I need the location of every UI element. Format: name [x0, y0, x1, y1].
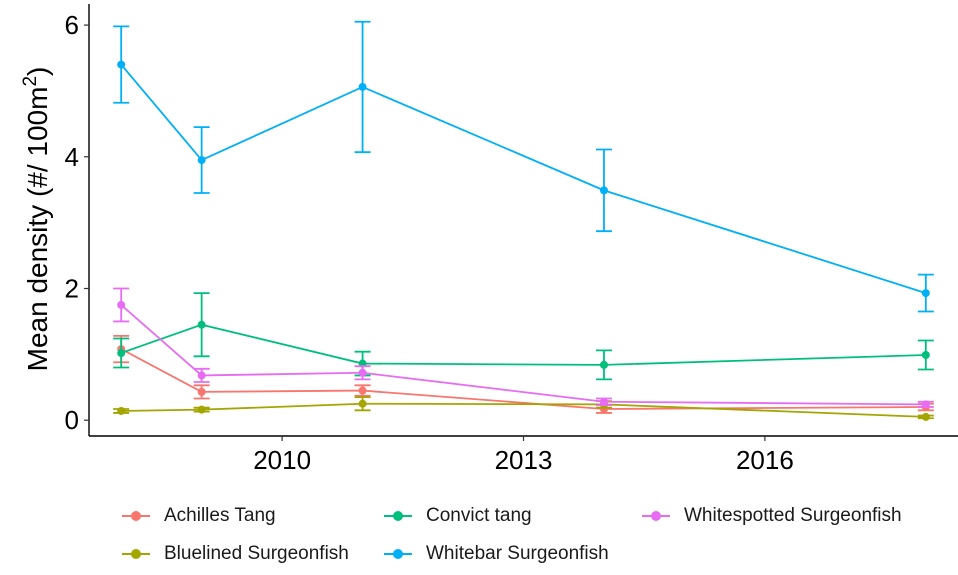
series-line — [120, 64, 927, 294]
legend-label: Achilles Tang — [164, 505, 276, 526]
x-tick-label: 2013 — [495, 445, 553, 475]
series-bluelined-surgeonfish — [113, 396, 934, 421]
legend-key-dot — [131, 511, 141, 521]
data-point — [197, 320, 206, 329]
series-whitespotted-surgeonfish — [113, 287, 934, 409]
axes: 0 2 4 6 2010 2013 2016 — [65, 4, 958, 475]
legend-label: Convict tang — [426, 505, 532, 526]
data-point — [921, 400, 930, 409]
data-point — [599, 360, 608, 369]
series-line — [121, 402, 926, 418]
data-point — [117, 60, 126, 69]
data-point — [197, 405, 206, 414]
data-point — [358, 368, 367, 377]
data-point — [599, 397, 608, 406]
data-point — [117, 349, 126, 358]
legend-key — [120, 544, 152, 564]
legend-key-dot — [393, 511, 403, 521]
y-tick-label: 6 — [65, 10, 79, 40]
legend: Achilles Tang Convict tang Whitespotted Su… — [120, 505, 950, 575]
data-point — [599, 186, 608, 195]
y-axis-label: Mean density (#/ 100m2) — [20, 67, 53, 372]
series-line — [120, 304, 926, 406]
legend-key-dot — [393, 549, 403, 559]
legend-label: Whitebar Surgeonfish — [426, 543, 609, 564]
data-point — [921, 412, 930, 421]
data-point — [117, 300, 126, 309]
x-tick-label: 2010 — [253, 445, 311, 475]
legend-label: Bluelined Surgeonfish — [164, 543, 349, 564]
y-axis-label-close: ) — [22, 67, 53, 76]
legend-item: Achilles Tang — [120, 505, 276, 527]
legend-key — [640, 506, 672, 526]
legend-item: Convict tang — [382, 505, 532, 527]
legend-key — [120, 506, 152, 526]
y-tick-label: 4 — [65, 142, 79, 172]
legend-key-dot — [131, 549, 141, 559]
y-tick-label: 2 — [65, 273, 79, 303]
y-axis-label-main: Mean density (#/ 100m — [22, 87, 53, 372]
y-axis-label-superscript: 2 — [20, 76, 41, 87]
legend-item: Whitebar Surgeonfish — [382, 543, 609, 565]
data-point — [197, 371, 206, 380]
svg-text:Mean density (#/ 100m2): Mean density (#/ 100m2) — [20, 67, 53, 372]
data-point — [358, 399, 367, 408]
legend-key-dot — [651, 511, 661, 521]
data-point — [197, 387, 206, 396]
x-tick-label: 2016 — [736, 445, 794, 475]
series-layer — [113, 20, 934, 421]
legend-item: Whitespotted Surgeonfish — [640, 505, 902, 527]
data-point — [921, 351, 930, 359]
data-point — [921, 289, 930, 298]
series-convict-tang — [113, 292, 934, 381]
series-whitebar-surgeonfish — [113, 20, 934, 313]
legend-label: Whitespotted Surgeonfish — [684, 505, 902, 526]
series-line — [120, 323, 926, 366]
data-point — [117, 406, 126, 415]
legend-key — [382, 506, 414, 526]
legend-key — [382, 544, 414, 564]
legend-item: Bluelined Surgeonfish — [120, 543, 349, 565]
data-point — [358, 386, 367, 395]
data-point — [197, 156, 206, 165]
y-tick-label: 0 — [65, 405, 79, 435]
data-point — [358, 82, 367, 91]
